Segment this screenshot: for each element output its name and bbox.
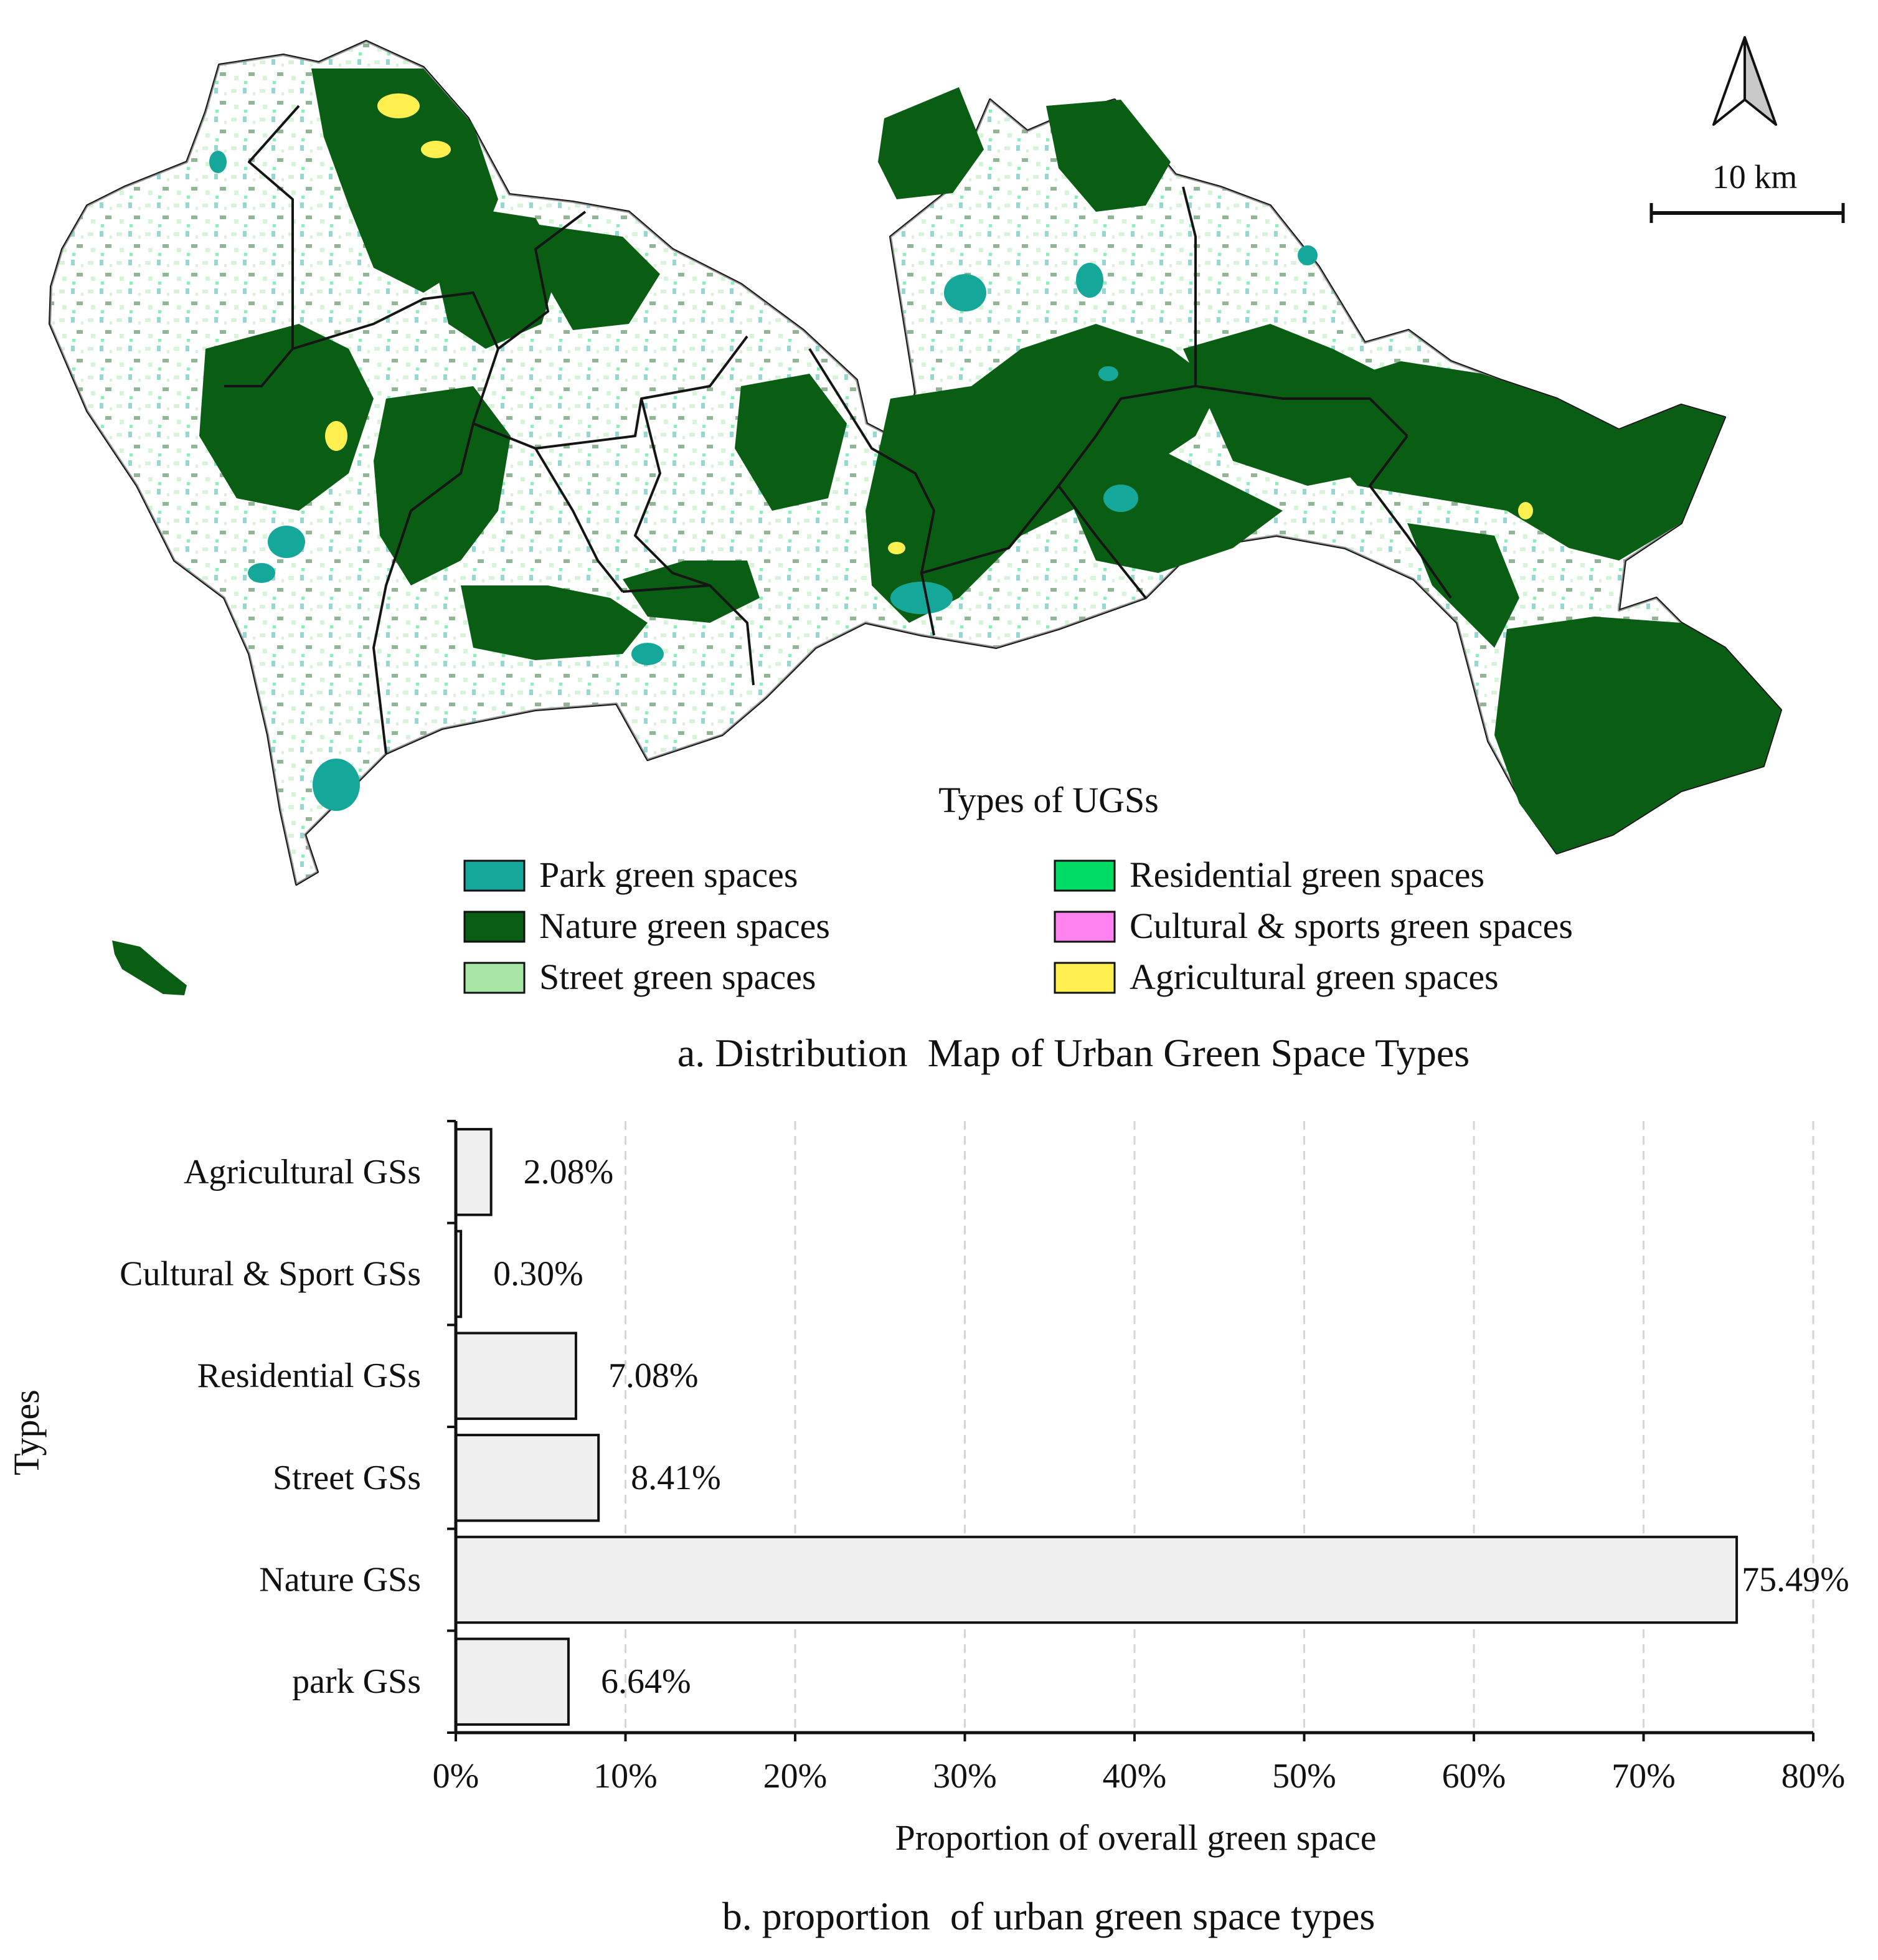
chart-caption: b. proportion of urban green space types [722, 1894, 1375, 1938]
map-caption: a. Distribution Map of Urban Green Space… [677, 1031, 1470, 1075]
legend-swatch-park [463, 859, 526, 892]
value-label: 8.41% [631, 1459, 721, 1497]
category-label: Nature GSs [259, 1561, 421, 1599]
bar [455, 1434, 600, 1522]
bar [455, 1637, 570, 1726]
value-label: 0.30% [493, 1255, 583, 1294]
legend-label-park: Park green spaces [539, 855, 798, 895]
x-tick-label: 80% [1781, 1757, 1846, 1796]
category-label: Residential GSs [197, 1356, 421, 1395]
legend-label-cultural: Cultural & sports green spaces [1130, 906, 1573, 946]
park-green-areas [209, 151, 1318, 811]
grid-lines [625, 1121, 1814, 1733]
legend-label-street: Street green spaces [539, 957, 816, 997]
x-tick-label: 0% [433, 1757, 479, 1796]
legend-label-residential: Residential green spaces [1130, 855, 1484, 895]
legend-swatch-agricultural [1054, 962, 1116, 994]
north-arrow-icon [1712, 36, 1777, 126]
legend-swatch-residential [1054, 859, 1116, 892]
x-tick-label: 30% [933, 1757, 997, 1796]
legend-swatch-street [463, 962, 526, 994]
nature-green-areas [112, 69, 1781, 995]
axes [447, 1120, 1814, 1741]
x-tick-label: 60% [1442, 1757, 1506, 1796]
scale-bar: 10 km [1649, 158, 1845, 223]
district-boundaries [224, 105, 1452, 754]
x-tick-label: 20% [763, 1757, 828, 1796]
value-label: 6.64% [601, 1662, 691, 1701]
y-axis-label: Types [6, 1390, 47, 1475]
bars [455, 1128, 1739, 1726]
category-label: Street GSs [273, 1459, 421, 1497]
category-labels: Agricultural GSs Cultural & Sport GSs Resi… [120, 1153, 421, 1701]
scale-label: 10 km [1712, 158, 1798, 196]
x-tick-labels: 0% 10% 20% 30% 40% 50% 60% 70% 80% [433, 1757, 1846, 1796]
bar [455, 1332, 577, 1420]
legend-swatch-nature [463, 911, 526, 943]
category-label: park GSs [292, 1662, 421, 1701]
x-axis-label: Proportion of overall green space [895, 1817, 1376, 1858]
x-tick-label: 10% [593, 1757, 658, 1796]
map-legend: Types of UGSs Park green spaces Nature g… [463, 780, 1573, 997]
agricultural-green-areas [325, 93, 1533, 554]
island [112, 940, 187, 995]
value-label: 75.49% [1742, 1561, 1849, 1599]
category-label: Agricultural GSs [184, 1153, 421, 1191]
bar [455, 1535, 1739, 1624]
value-labels: 2.08% 0.30% 7.08% 8.41% 75.49% 6.64% [493, 1153, 1849, 1701]
legend-title: Types of UGSs [938, 780, 1159, 820]
x-tick-label: 50% [1272, 1757, 1336, 1796]
legend-label-nature: Nature green spaces [539, 906, 830, 946]
x-tick-label: 40% [1103, 1757, 1167, 1796]
legend-label-agricultural: Agricultural green spaces [1130, 957, 1499, 997]
bar [455, 1128, 493, 1216]
value-label: 7.08% [608, 1356, 699, 1395]
green-space-map: 10 km Types of UGSs Park green spaces Na… [49, 36, 1845, 1075]
x-tick-label: 70% [1611, 1757, 1676, 1796]
legend-swatch-cultural [1054, 911, 1116, 943]
value-label: 2.08% [524, 1153, 614, 1191]
proportion-bar-chart: 2.08% 0.30% 7.08% 8.41% 75.49% 6.64% Agricult… [6, 1120, 1849, 1938]
category-label: Cultural & Sport GSs [120, 1255, 421, 1294]
